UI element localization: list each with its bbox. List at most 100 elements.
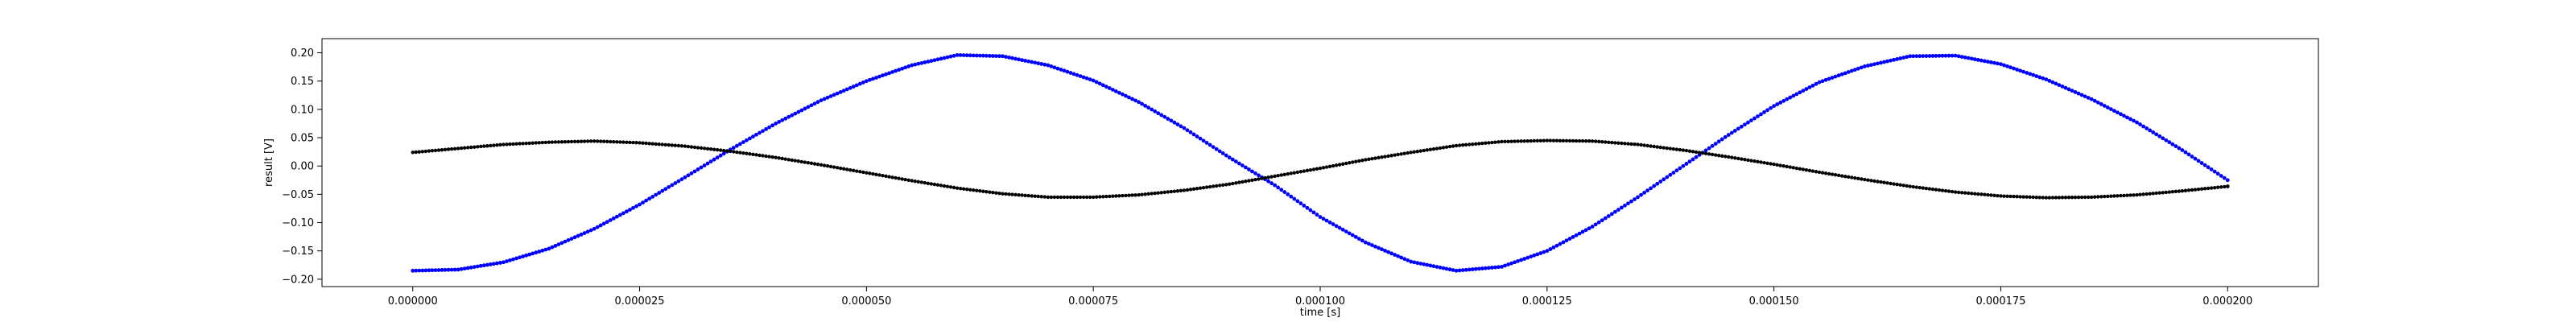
data-point <box>1344 161 1348 166</box>
data-point <box>1645 143 1649 148</box>
data-point <box>1506 139 1510 143</box>
data-point <box>932 182 937 187</box>
data-point <box>2183 188 2188 192</box>
data-point <box>572 235 577 240</box>
data-point <box>686 144 691 149</box>
data-point <box>793 159 797 163</box>
data-point <box>1849 68 1854 73</box>
data-point <box>1729 130 1734 135</box>
data-point <box>1350 233 1355 237</box>
data-point <box>427 149 431 153</box>
data-point <box>559 241 564 246</box>
data-point <box>1068 195 1073 200</box>
data-point <box>1839 72 1844 76</box>
data-point <box>628 208 632 212</box>
data-point <box>2132 193 2136 197</box>
data-point <box>1241 180 1245 184</box>
data-point <box>1522 139 1526 143</box>
data-point <box>530 141 535 145</box>
data-point <box>686 173 691 178</box>
data-point <box>845 167 849 171</box>
data-point <box>1930 187 1935 192</box>
data-point <box>1188 188 1193 192</box>
data-point <box>1250 178 1254 182</box>
data-point <box>2012 66 2016 71</box>
data-point <box>514 256 518 261</box>
data-point <box>1697 151 1702 155</box>
data-point <box>676 179 681 184</box>
data-point <box>855 169 859 173</box>
data-point <box>1347 231 1352 236</box>
data-point <box>1046 195 1051 200</box>
data-point <box>611 216 616 221</box>
data-point <box>1052 195 1057 200</box>
y-tick-label: −0.05 <box>282 189 314 201</box>
data-point <box>1224 153 1228 158</box>
data-point <box>1327 220 1332 225</box>
data-point <box>2076 195 2081 200</box>
data-point <box>1269 181 1274 186</box>
data-point <box>491 262 496 266</box>
data-point <box>411 268 415 273</box>
data-point <box>1204 185 1209 189</box>
data-point <box>935 183 940 187</box>
data-point <box>1179 188 1183 193</box>
data-point <box>1026 193 1030 198</box>
data-point <box>2170 190 2175 194</box>
data-point <box>1914 54 1919 59</box>
data-point <box>1671 147 1676 151</box>
data-point <box>2225 184 2230 188</box>
y-tick-label: 0.15 <box>291 76 314 88</box>
data-point <box>1934 54 1938 58</box>
data-point <box>1963 55 1967 60</box>
data-point <box>1140 101 1144 106</box>
data-point <box>1457 143 1462 147</box>
data-point <box>543 247 548 252</box>
data-point <box>799 108 804 113</box>
data-point <box>2225 178 2230 183</box>
x-tick-label: 0.000200 <box>2202 295 2252 308</box>
data-point <box>1652 184 1657 188</box>
data-point <box>430 149 435 153</box>
data-point <box>1564 238 1569 243</box>
data-point <box>1425 262 1430 267</box>
data-point <box>1224 183 1228 187</box>
data-point <box>1075 72 1080 77</box>
data-point <box>2034 195 2038 200</box>
data-point <box>1636 195 1640 200</box>
data-point <box>540 140 544 145</box>
data-point <box>556 242 561 247</box>
data-point <box>1979 192 1984 196</box>
x-tick-label: 0.000050 <box>841 295 891 308</box>
data-point <box>786 114 791 119</box>
data-point <box>894 175 898 180</box>
data-point <box>1869 63 1873 68</box>
data-point <box>1604 140 1608 144</box>
data-point <box>452 147 457 151</box>
data-point <box>923 180 927 185</box>
data-point <box>1548 138 1553 142</box>
data-point <box>1444 145 1449 149</box>
series-2 <box>411 138 2230 200</box>
data-point <box>1937 53 1942 58</box>
data-point <box>563 139 568 144</box>
data-point <box>738 151 742 155</box>
data-point <box>1850 175 1854 180</box>
data-point <box>1999 62 2003 67</box>
data-point <box>1687 149 1692 153</box>
data-point <box>767 155 771 159</box>
data-point <box>1765 161 1769 165</box>
data-point <box>1081 75 1086 80</box>
data-point <box>615 140 619 144</box>
data-point <box>1042 195 1046 199</box>
data-point <box>1866 178 1870 182</box>
data-point <box>1924 54 1929 58</box>
data-point <box>1727 155 1731 159</box>
data-point <box>1357 159 1361 163</box>
data-point <box>1013 56 1018 61</box>
data-point <box>625 209 629 214</box>
data-point <box>1966 191 1971 196</box>
data-point <box>1703 148 1708 153</box>
data-point <box>621 211 625 216</box>
data-point <box>906 178 910 182</box>
